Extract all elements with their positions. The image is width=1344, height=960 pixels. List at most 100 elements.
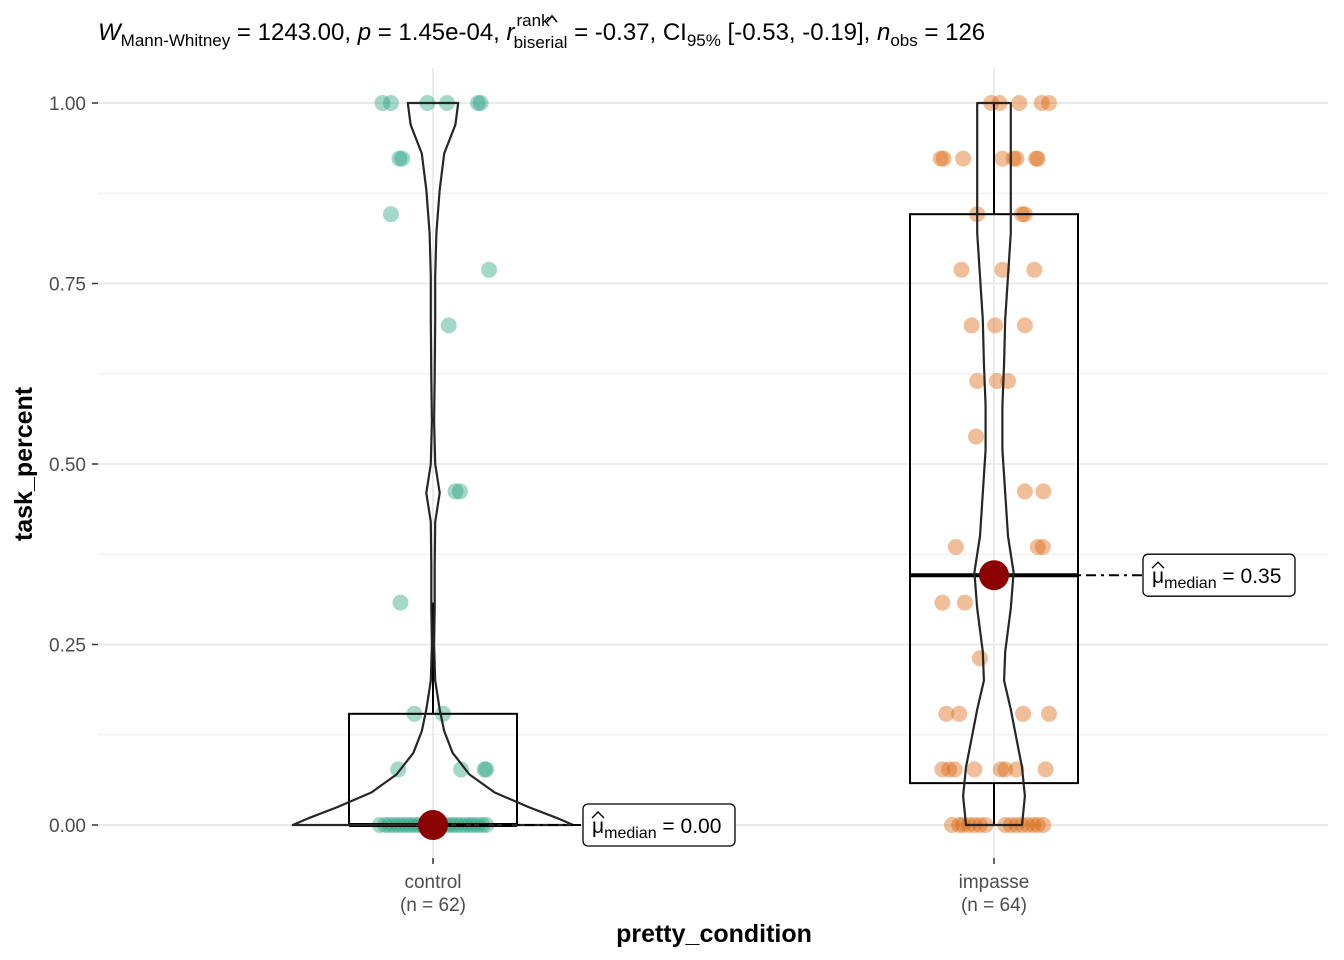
median-point-control (418, 810, 448, 840)
stats-title: WMann-Whitney = 1243.00, p = 1.45e-04, r… (98, 11, 985, 52)
data-point-impasse (966, 761, 983, 778)
x-tick-label-impasse: impasse (959, 872, 1030, 893)
title-n-symbol: n (877, 19, 890, 46)
data-point-control (382, 206, 399, 223)
data-point-impasse (953, 261, 970, 278)
title-r-value: = -0.37, CI (567, 19, 686, 46)
data-point-impasse (935, 150, 952, 167)
y-tick-label: 0.50 (49, 455, 86, 476)
data-point-impasse (1016, 317, 1033, 334)
title-r-sub: biserial (514, 33, 568, 52)
violin-layer (291, 101, 1026, 827)
r-hat-icon (546, 14, 558, 23)
data-point-control (382, 95, 399, 111)
data-point-impasse (1011, 95, 1028, 111)
data-point-impasse (1026, 261, 1043, 278)
data-point-impasse (992, 761, 1009, 778)
y-tick-label: 0.25 (49, 636, 86, 657)
title-r-sup: rank (517, 11, 551, 30)
mu-hat-icon (591, 811, 605, 819)
x-tick-n-control: (n = 62) (400, 895, 466, 916)
title-n-value: = 126 (918, 19, 985, 46)
title-w-symbol: W (98, 19, 123, 46)
title-ci-value: [-0.53, -0.19], (721, 19, 877, 46)
data-point-impasse (1015, 705, 1032, 722)
data-point-impasse (1040, 95, 1057, 111)
y-tick-label: 0.00 (49, 816, 86, 837)
x-axis: control(n = 62) impasse(n = 64) (400, 858, 1029, 916)
data-point-impasse (947, 539, 964, 556)
data-point-impasse (969, 372, 986, 389)
data-point-control (476, 761, 493, 778)
data-point-control (440, 317, 457, 334)
title-w-value: = 1243.00, (230, 19, 357, 46)
data-point-impasse (1008, 761, 1025, 778)
data-point-impasse (955, 817, 972, 833)
median-point-impasse (979, 560, 1009, 591)
data-point-impasse (994, 261, 1011, 278)
data-point-control (447, 483, 464, 500)
title-n-sub: obs (890, 31, 917, 50)
median-layer: μmedian = 0.00 μmedian = 0.35 (418, 553, 1296, 847)
data-point-control (453, 761, 470, 778)
data-point-impasse (1008, 150, 1025, 167)
data-point-impasse (994, 150, 1011, 167)
data-point-impasse (938, 705, 955, 722)
data-point-impasse (987, 317, 1004, 334)
data-point-impasse (946, 761, 963, 778)
data-point-impasse (971, 650, 988, 667)
data-point-impasse (1037, 761, 1054, 778)
y-axis-title: task_percent (10, 386, 38, 541)
data-point-impasse (951, 817, 968, 833)
data-point-impasse (932, 150, 949, 167)
data-point-impasse (1033, 95, 1050, 111)
title-r-symbol: r (507, 19, 516, 46)
data-point-impasse (997, 761, 1014, 778)
median-label-box-control (582, 803, 736, 847)
data-point-impasse (988, 372, 1005, 389)
grid-lines (98, 68, 1328, 858)
x-axis-title: pretty_condition (616, 920, 812, 948)
violin-control (291, 101, 575, 827)
data-point-impasse (943, 817, 960, 833)
data-point-impasse (1016, 483, 1033, 500)
title-w-sub: Mann-Whitney (121, 31, 231, 50)
data-point-control (451, 483, 468, 500)
median-label-control: μmedian = 0.00 (592, 815, 721, 842)
y-tick-label: 1.00 (49, 94, 86, 115)
data-point-impasse (934, 594, 951, 611)
data-point-impasse (1005, 150, 1022, 167)
data-point-impasse (963, 317, 980, 334)
data-point-impasse (1029, 817, 1046, 833)
data-point-impasse (1019, 817, 1036, 833)
data-point-impasse (968, 428, 985, 445)
data-point-impasse (955, 150, 972, 167)
data-point-impasse (1035, 483, 1052, 500)
data-point-control (374, 95, 391, 111)
x-tick-label-control: control (404, 872, 461, 893)
x-tick-n-impasse: (n = 64) (961, 895, 1027, 916)
data-point-impasse (1035, 817, 1052, 833)
data-point-impasse (1029, 539, 1046, 556)
data-point-control (472, 95, 489, 111)
data-point-impasse (956, 594, 973, 611)
data-point-impasse (934, 761, 951, 778)
median-label-impasse: μmedian = 0.35 (1152, 565, 1281, 592)
data-point-control (478, 761, 495, 778)
data-point-impasse (941, 761, 958, 778)
title-p-symbol: p (357, 19, 371, 46)
data-point-impasse (1034, 539, 1051, 556)
data-point-control (469, 95, 486, 111)
data-point-control (391, 150, 408, 167)
median-label-box-impasse (1142, 553, 1296, 597)
mu-hat-icon (1151, 561, 1165, 569)
title-ci-sub: 95% (687, 31, 721, 50)
box-impasse (909, 213, 1079, 785)
data-point-impasse (1029, 150, 1046, 167)
violin-impasse (962, 101, 1026, 827)
data-point-control (392, 594, 409, 611)
y-tick-label: 0.75 (49, 275, 86, 296)
data-point-impasse (1040, 705, 1057, 722)
data-point-control (394, 150, 411, 167)
